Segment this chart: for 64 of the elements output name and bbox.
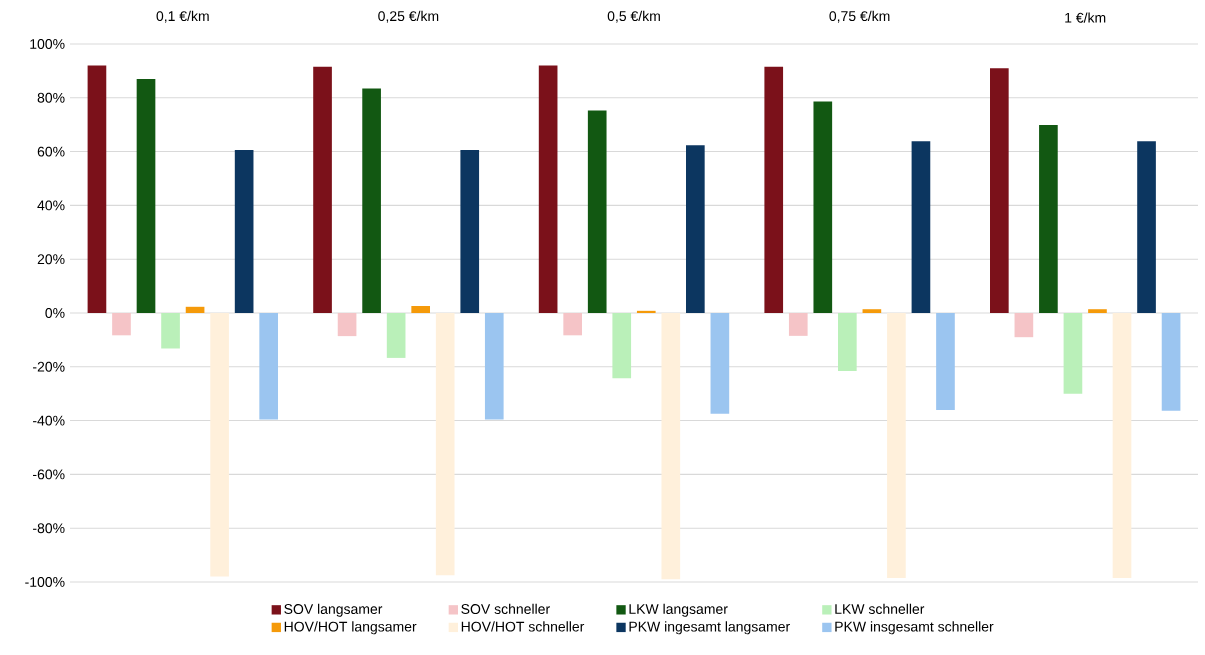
bar — [313, 66, 332, 313]
legend-label: LKW schneller — [835, 603, 925, 615]
y-tick-label: -20% — [33, 361, 65, 372]
bar — [764, 66, 784, 313]
y-tick-label: -100% — [25, 577, 65, 587]
x-tick-label: 0,75 €/km — [829, 10, 890, 23]
y-tick-label: 0% — [45, 308, 65, 318]
bar — [484, 312, 504, 420]
bar — [161, 312, 180, 349]
bar — [686, 145, 705, 313]
bar — [259, 312, 279, 420]
bar — [136, 78, 156, 313]
bar — [838, 312, 857, 372]
y-tick-label: 40% — [37, 200, 65, 211]
bar — [1063, 312, 1083, 394]
bar — [1088, 309, 1107, 313]
bar — [587, 110, 607, 313]
bar — [435, 312, 455, 576]
x-tick-label: 1 €/km — [1065, 12, 1106, 23]
bar — [661, 312, 681, 580]
legend-label: PKW ingesamt langsamer — [629, 621, 790, 635]
x-tick-label: 0,25 €/km — [378, 10, 439, 23]
x-tick-label: 0,5 €/km — [607, 10, 660, 23]
bar — [887, 312, 906, 578]
bar — [87, 65, 107, 313]
bar — [185, 306, 205, 313]
bar — [386, 312, 406, 358]
bar — [563, 312, 583, 336]
bar — [813, 101, 833, 313]
legend-label: SOV langsamer — [284, 603, 383, 617]
y-tick-label: 60% — [37, 146, 65, 157]
bar — [234, 149, 254, 313]
y-tick-label: -80% — [33, 523, 65, 534]
bar — [788, 312, 808, 336]
legend-label: HOV/HOT schneller — [461, 621, 585, 632]
legend-label: SOV schneller — [461, 603, 550, 615]
bar — [911, 141, 931, 313]
bar — [612, 312, 632, 379]
bar — [1137, 141, 1156, 313]
bar — [1014, 312, 1034, 338]
bar — [1161, 312, 1181, 411]
legend-label: HOV/HOT langsamer — [284, 621, 417, 635]
legend-label: PKW insgesamt schneller — [835, 621, 994, 635]
bar — [990, 68, 1009, 313]
bar — [538, 65, 558, 313]
bar — [936, 312, 955, 411]
y-tick-label: 100% — [30, 39, 65, 49]
x-tick-label: 0,1 €/km — [156, 10, 209, 23]
y-tick-label: -60% — [33, 469, 65, 480]
bar — [210, 312, 229, 577]
bar — [112, 312, 131, 336]
y-tick-label: 80% — [37, 92, 65, 103]
bar — [862, 309, 882, 313]
bar — [1112, 312, 1132, 578]
bar — [1039, 124, 1058, 313]
bar — [460, 149, 480, 313]
bar — [636, 310, 656, 313]
y-tick-label: 20% — [37, 254, 65, 265]
bar — [411, 305, 431, 313]
legend-label: LKW langsamer — [629, 603, 728, 617]
bar — [337, 312, 357, 337]
bar — [710, 312, 730, 414]
y-tick-label: -40% — [33, 415, 65, 426]
bar — [362, 88, 381, 313]
